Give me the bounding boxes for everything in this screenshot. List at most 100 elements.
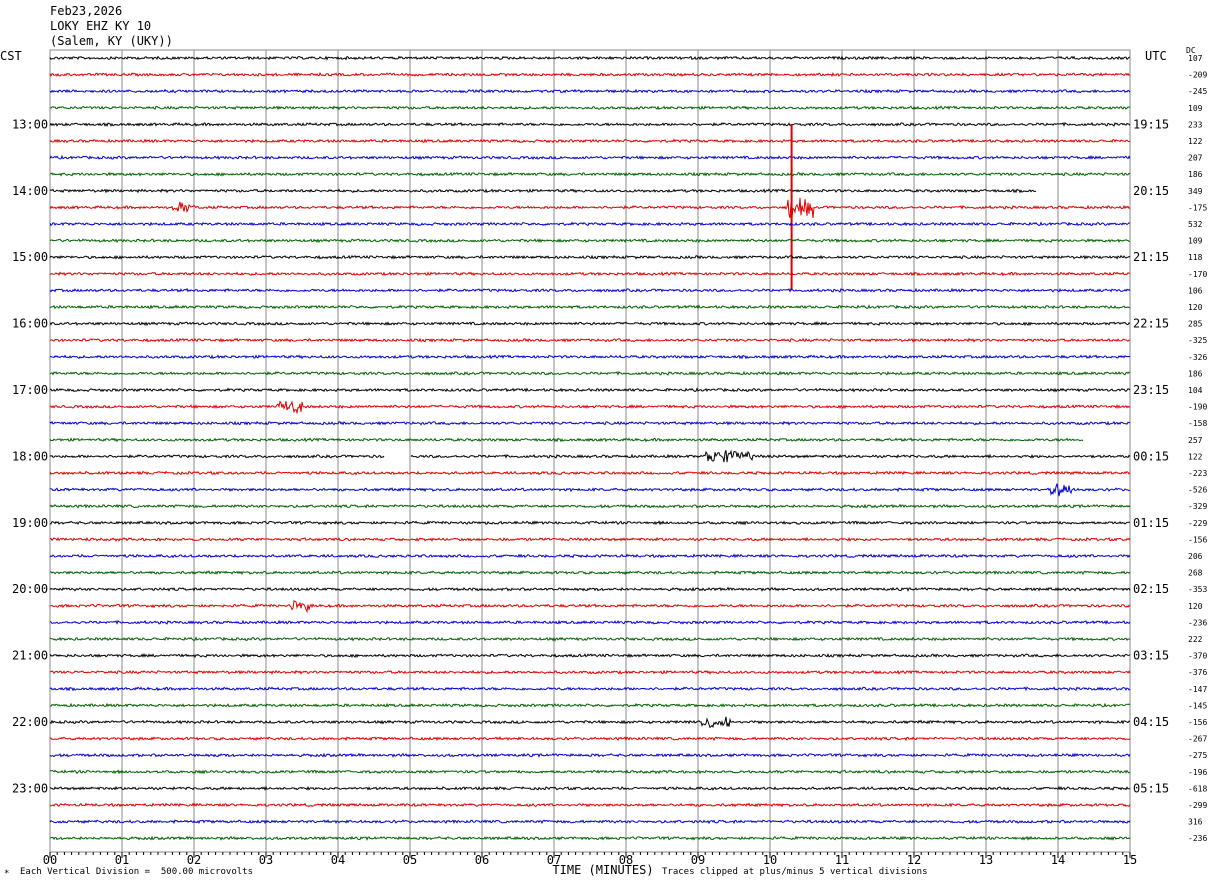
left-hour-label: 18:00: [12, 449, 48, 463]
x-tick-label: 11: [835, 853, 849, 867]
trace-row: [49, 503, 1131, 509]
header-date: Feb23,2026: [50, 4, 123, 18]
x-tick-label: 03: [259, 853, 273, 867]
left-hour-label: 20:00: [12, 582, 48, 596]
x-tick-label: 09: [691, 853, 705, 867]
trace-row: [50, 354, 1131, 360]
trace-row: [49, 88, 1131, 94]
trace-row: [50, 171, 1131, 177]
header-location: (Salem, KY (UKY)): [50, 34, 173, 48]
right-hour-label: 02:15: [1133, 582, 1169, 596]
dc-offset-label: -526: [1188, 486, 1207, 495]
dc-offset-label: -158: [1188, 419, 1207, 428]
dc-offset-label: 349: [1188, 187, 1203, 196]
x-axis-title: TIME (MINUTES): [552, 863, 653, 877]
x-tick-label: 14: [1051, 853, 1065, 867]
trace-row: [49, 619, 1131, 625]
dc-offset-label: -156: [1188, 535, 1207, 544]
dc-offset-label: -170: [1188, 270, 1207, 279]
trace-row: [49, 420, 1131, 426]
trace-row: [49, 400, 1131, 415]
left-hour-label: 16:00: [12, 317, 48, 331]
dc-offset-label: -370: [1188, 652, 1207, 661]
dc-offset-label: -376: [1188, 668, 1207, 677]
dc-offset-label: -190: [1188, 403, 1207, 412]
dc-offset-label: 107: [1188, 54, 1203, 63]
dc-offset-label: 106: [1188, 286, 1203, 295]
dc-offset-label: -329: [1188, 502, 1207, 511]
dc-offset-label: 268: [1188, 569, 1203, 578]
trace-row: [49, 669, 1131, 675]
dc-offset-label: 104: [1188, 386, 1203, 395]
right-hour-label: 03:15: [1133, 649, 1169, 663]
dc-offset-label: 122: [1188, 452, 1203, 461]
dc-offset-label: -267: [1188, 735, 1207, 744]
dc-offset-label: -196: [1188, 768, 1207, 777]
dc-offset-label: 222: [1188, 635, 1203, 644]
trace-row: [49, 387, 1131, 393]
left-hour-label: 17:00: [12, 383, 48, 397]
x-axis-ticks: [49, 852, 1131, 858]
trace-row: [49, 254, 1131, 260]
dc-offset-label: -299: [1188, 801, 1207, 810]
trace-row: [49, 736, 1131, 742]
dc-offset-label: -245: [1188, 87, 1207, 96]
trace-row: [49, 769, 1131, 775]
dc-offset-label: -145: [1188, 701, 1207, 710]
trace-row: [49, 819, 1131, 825]
trace-row: [49, 520, 1131, 526]
right-hour-label: 22:15: [1133, 317, 1169, 331]
trace-row: [49, 599, 1131, 614]
trace-row: [49, 304, 1131, 310]
right-hour-label: 23:15: [1133, 383, 1169, 397]
x-tick-label: 08: [619, 853, 633, 867]
dc-offset-label: -326: [1188, 353, 1207, 362]
trace-row: [49, 716, 1131, 729]
dc-offset-label: 109: [1188, 237, 1203, 246]
right-hour-label: 21:15: [1133, 250, 1169, 264]
trace-row: [49, 652, 1131, 659]
dc-offset-label: -209: [1188, 71, 1207, 80]
left-hour-label: 13:00: [12, 117, 48, 131]
trace-row: [49, 702, 1131, 708]
dc-offset-label: 285: [1188, 320, 1203, 329]
left-timezone-label: CST: [0, 49, 22, 63]
trace-row: [49, 536, 1131, 542]
x-tick-label: 12: [907, 853, 921, 867]
x-tick-label: 13: [979, 853, 993, 867]
x-tick-label: 04: [331, 853, 345, 867]
trace-row: [49, 105, 1130, 111]
trace-row: [49, 553, 1131, 559]
clip-note: Traces clipped at plus/minus 5 vertical …: [662, 867, 928, 877]
left-hour-label: 14:00: [12, 184, 48, 198]
trace-row: [49, 636, 1131, 642]
x-tick-label: 07: [547, 853, 561, 867]
dc-offset-label: -223: [1188, 469, 1207, 478]
right-hour-label: 01:15: [1133, 516, 1169, 530]
left-hour-label: 21:00: [12, 649, 48, 663]
dc-offset-label: -353: [1188, 585, 1207, 594]
scale-note: Each Vertical Division = 500.00 microvol…: [20, 867, 253, 877]
left-hour-label: 23:00: [12, 781, 48, 795]
trace-row: [49, 138, 1131, 144]
x-tick-label: 06: [475, 853, 489, 867]
header-station: LOKY EHZ KY 10: [50, 19, 152, 33]
left-hour-label: 22:00: [12, 715, 48, 729]
trace-row: [49, 370, 1131, 376]
trace-row: [49, 470, 1131, 476]
x-tick-label: 05: [403, 853, 417, 867]
trace-row: [49, 483, 1131, 497]
trace-row: [49, 437, 1084, 443]
dc-offset-label: 109: [1188, 104, 1203, 113]
trace-row: [49, 237, 1131, 244]
trace-row: [49, 752, 1131, 758]
dc-offset-label: 206: [1188, 552, 1203, 561]
trace-row: [49, 320, 1131, 327]
dc-offset-label: 120: [1188, 303, 1203, 312]
trace-row: [49, 55, 1131, 61]
dc-offset-label: 118: [1188, 253, 1203, 262]
dc-offset-label: 120: [1188, 602, 1203, 611]
minute-gridlines: [49, 49, 1131, 853]
trace-row: [49, 449, 1131, 463]
right-hour-label: 20:15: [1133, 184, 1169, 198]
